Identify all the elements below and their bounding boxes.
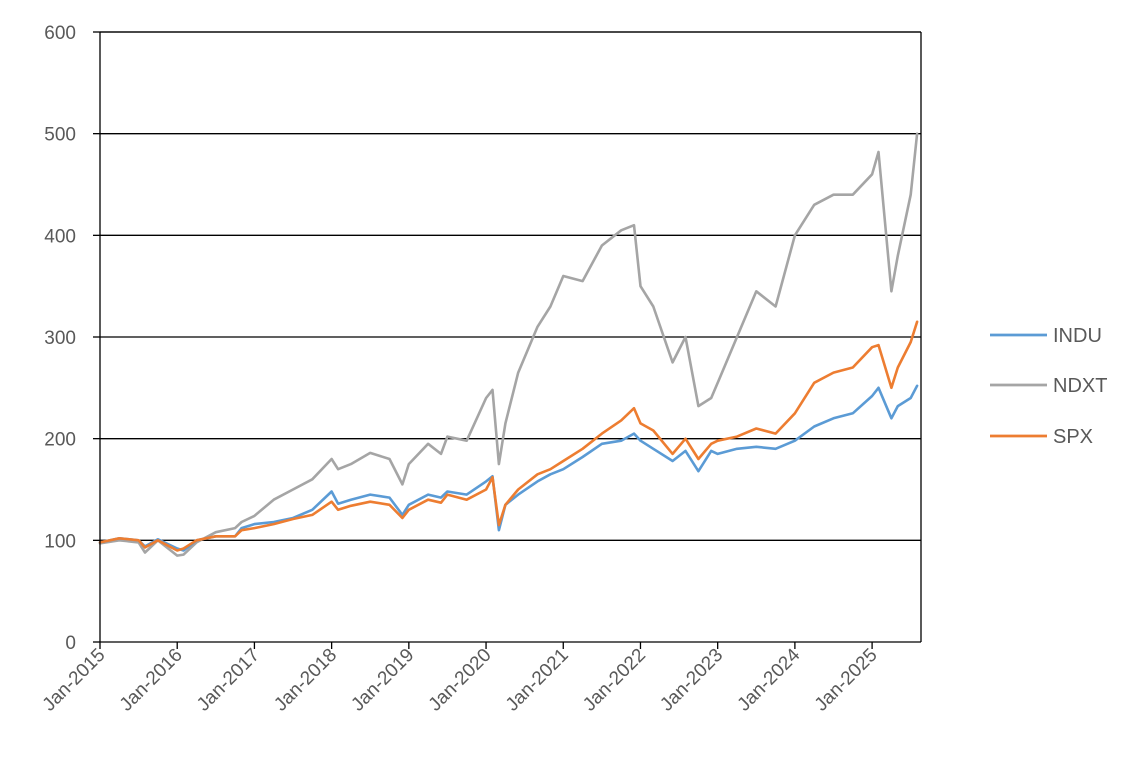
- y-axis-tick-labels: 0 100 200 300 400 500 600: [44, 23, 76, 654]
- legend: INDU NDXT SPX: [990, 325, 1107, 448]
- y-tick-label: 300: [44, 328, 76, 349]
- x-tick-label: Jan-2025: [811, 645, 882, 716]
- x-tick-label: Jan-2017: [193, 645, 264, 716]
- x-tick-label: Jan-2018: [270, 645, 341, 716]
- x-tick-label: Jan-2020: [425, 645, 496, 716]
- y-tick-label: 100: [44, 531, 76, 552]
- legend-label-ndxt: NDXT: [1053, 375, 1107, 397]
- series-line-ndxt: [98, 132, 919, 557]
- y-tick-label: 0: [65, 633, 76, 654]
- y-tick-label: 600: [44, 23, 76, 44]
- x-tick-label: Jan-2015: [39, 645, 110, 716]
- series-lines: [98, 132, 919, 557]
- legend-label-spx: SPX: [1053, 426, 1093, 448]
- x-tick-label: Jan-2016: [116, 645, 187, 716]
- x-axis-tick-labels: Jan-2015 Jan-2016 Jan-2017 Jan-2018 Jan-2019…: [39, 644, 882, 715]
- legend-label-indu: INDU: [1053, 325, 1102, 347]
- y-tick-label: 400: [44, 226, 76, 247]
- x-tick-label: Jan-2022: [579, 645, 650, 716]
- series-line-spx: [98, 320, 919, 552]
- y-tick-label: 200: [44, 430, 76, 451]
- x-tick-label: Jan-2021: [502, 645, 573, 716]
- x-tick-label: Jan-2019: [347, 645, 418, 716]
- x-tick-label: Jan-2024: [734, 644, 805, 715]
- y-tick-label: 500: [44, 125, 76, 146]
- axes: [93, 31, 922, 649]
- x-tick-label: Jan-2023: [656, 645, 727, 716]
- gridlines: [100, 31, 921, 541]
